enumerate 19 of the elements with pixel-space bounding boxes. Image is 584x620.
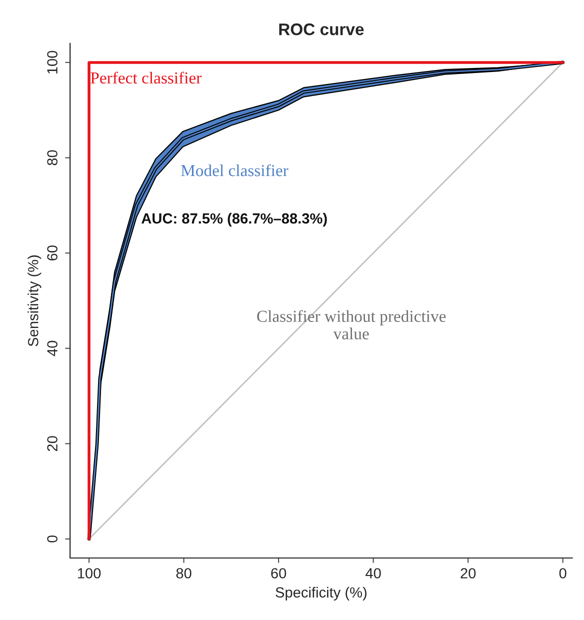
x-tick-label: 0 — [559, 568, 566, 578]
chart-title: ROC curve — [279, 23, 364, 36]
y-tick-label: 40 — [47, 340, 58, 356]
y-tick-label: 20 — [47, 436, 58, 452]
x-tick-label: 20 — [460, 568, 476, 578]
y-tick-label: 100 — [47, 50, 58, 74]
series-label: Perfect classifier — [90, 72, 202, 84]
series-label: Model classifier — [181, 164, 288, 176]
y-axis-title: Sensitivity (%) — [28, 255, 42, 346]
x-tick-label: 60 — [271, 568, 286, 578]
x-tick-label: 80 — [176, 568, 192, 578]
x-tick-label: 100 — [78, 568, 101, 578]
x-axis-title: Specificity (%) — [276, 586, 366, 600]
y-tick-label: 60 — [47, 246, 58, 260]
series-label: Classifier without predictive value — [257, 310, 446, 340]
x-tick-label: 40 — [366, 568, 381, 578]
y-tick-label: 0 — [47, 535, 58, 542]
y-tick-label: 80 — [47, 150, 58, 166]
annotation: AUC: 87.5% (86.7%–88.3%) — [142, 212, 327, 226]
